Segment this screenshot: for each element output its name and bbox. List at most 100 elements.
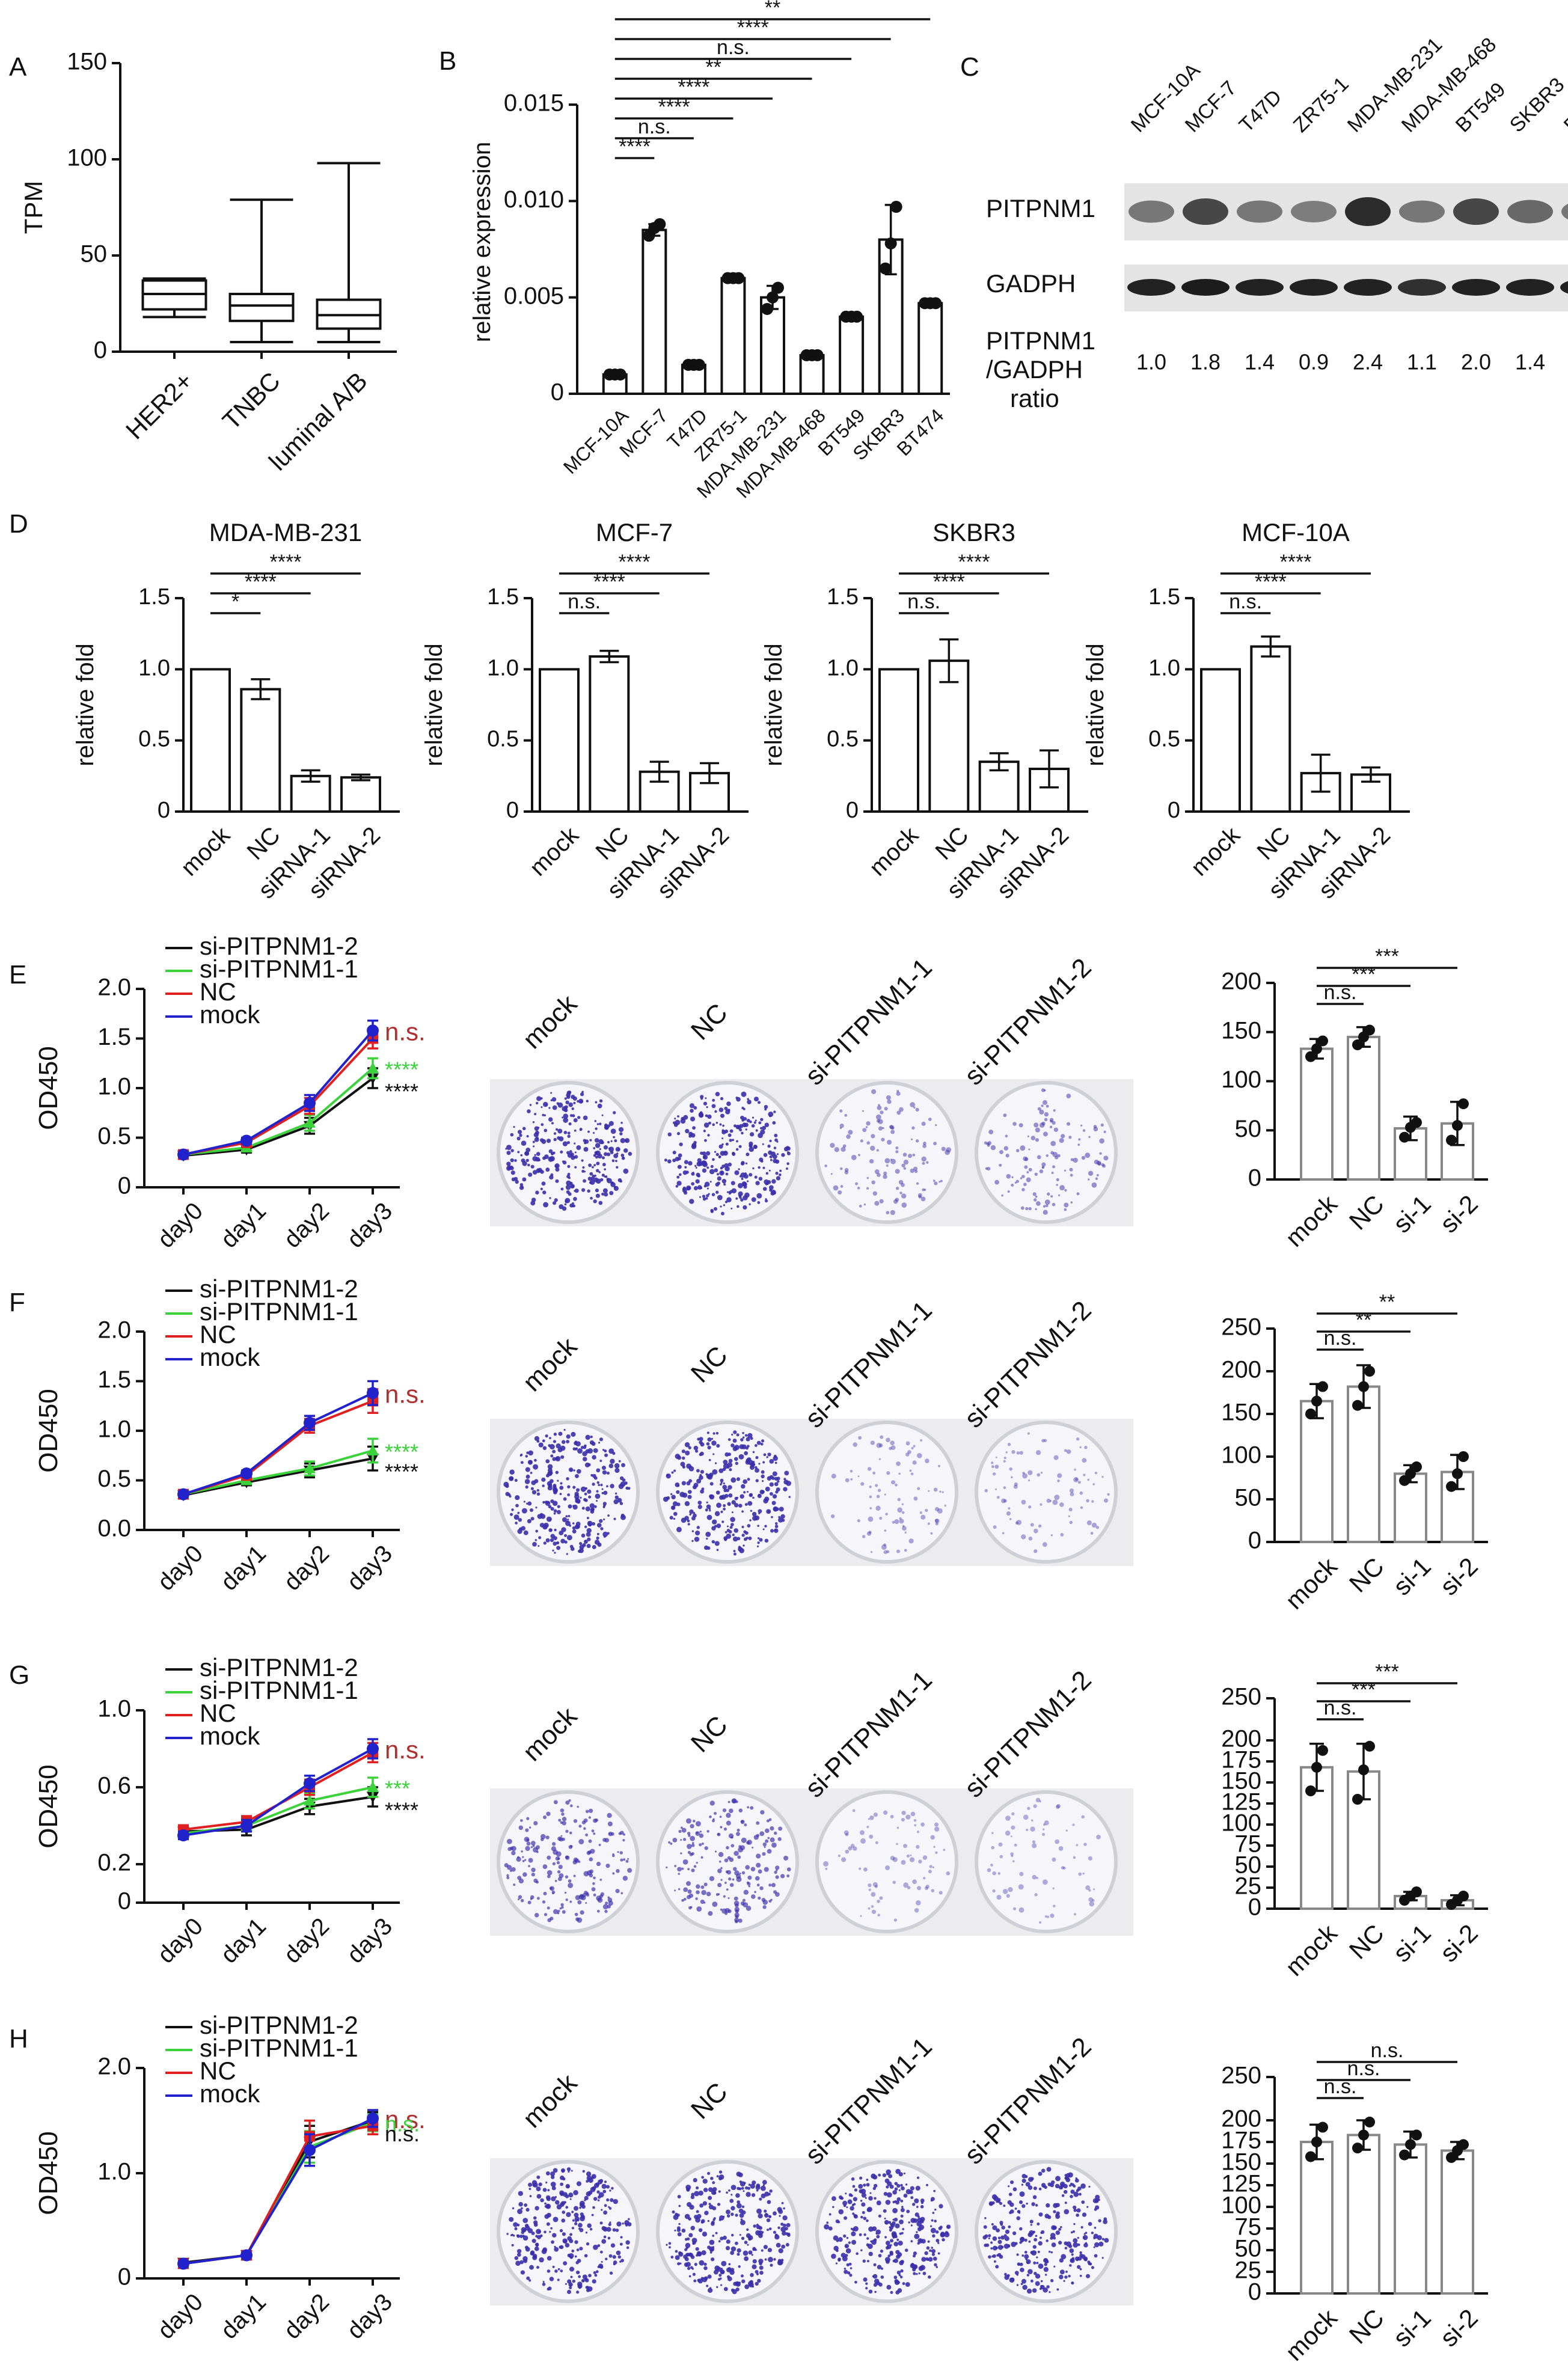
colony-dot	[616, 2221, 622, 2227]
colony-dot	[699, 1843, 702, 1847]
colony-dot	[678, 1153, 682, 1158]
colony-dot	[551, 1842, 556, 1846]
colony-dot	[896, 2183, 901, 2188]
colony-dot	[574, 2212, 579, 2218]
colony-dot	[605, 1864, 610, 1868]
colony-dot	[595, 2270, 599, 2274]
colony-dot	[530, 1846, 533, 1849]
colony-dot	[930, 1835, 936, 1840]
colony-dot	[991, 1461, 994, 1464]
colony-dot	[886, 2246, 889, 2250]
colony-dot	[727, 1485, 732, 1490]
colony-dot	[592, 2279, 596, 2284]
colony-dot	[752, 2259, 757, 2264]
colony-dot	[1021, 2204, 1026, 2208]
colony-dot	[534, 2246, 539, 2251]
colony-dot	[574, 1525, 580, 1529]
colony-dot	[769, 1115, 772, 1118]
colony-dot	[565, 1100, 569, 1104]
colony-dot	[761, 1490, 765, 1494]
colony-dot	[1033, 2186, 1037, 2191]
colony-dot	[1066, 2241, 1071, 2247]
colony-dot	[1015, 1521, 1019, 1525]
line-E-legend-label: si-PITPNM1-2	[200, 932, 358, 960]
colony-dot	[595, 1188, 599, 1193]
colony-dot	[901, 1511, 905, 1514]
colony-dot	[1052, 1887, 1055, 1889]
line-H-marker-circle	[367, 2112, 379, 2125]
colony-dot	[575, 2270, 580, 2275]
colony-dot	[699, 1831, 702, 1833]
colony-dot	[1032, 2195, 1037, 2200]
colony-dot	[877, 1488, 881, 1492]
colony-dot	[604, 1192, 608, 1197]
colony-dot	[1049, 1118, 1054, 1122]
colony-dot	[762, 1528, 765, 1531]
colony-dot	[672, 1158, 676, 1163]
colony-dot	[868, 2289, 873, 2294]
colony-dot	[580, 1446, 584, 1449]
colony-dot	[764, 1525, 767, 1528]
colony-dot	[532, 1170, 537, 1175]
colony-dot	[934, 1519, 939, 1523]
colony-dot	[723, 1482, 725, 1485]
colony-dot	[748, 1460, 754, 1466]
colony-dot	[752, 1463, 756, 1466]
colony-dot	[743, 2250, 749, 2256]
colony-dot	[860, 2200, 863, 2202]
colony-dot	[917, 1193, 922, 1198]
colony-dot	[529, 1508, 534, 1513]
colony-dot	[1070, 2195, 1073, 2198]
colony-dot	[579, 2206, 581, 2209]
colony-dot	[536, 1152, 541, 1156]
colony-dot	[684, 1166, 687, 1169]
colony-dot	[596, 1499, 598, 1502]
colony-dot	[729, 1468, 732, 1472]
colony-dot	[1019, 2191, 1025, 2197]
colony-dot	[587, 2286, 593, 2292]
colony-dot	[1061, 1134, 1065, 1139]
colony-dot	[581, 2204, 586, 2209]
colony-dot	[574, 2222, 578, 2226]
colony-dot	[739, 1548, 745, 1553]
colony-dot	[1052, 1499, 1058, 1505]
colony-dot	[708, 2187, 713, 2192]
colony-dot	[903, 1167, 907, 1170]
colony-dot	[761, 2193, 766, 2198]
colony-dot	[552, 1201, 557, 1205]
colony-dot	[675, 2212, 678, 2216]
panelB-data-point	[929, 297, 942, 310]
colony-dot	[1034, 1528, 1038, 1534]
colony-dot	[1052, 1202, 1056, 1207]
colony-dot	[764, 1179, 769, 1185]
colony-dot	[933, 2189, 936, 2192]
colony-dot	[1093, 1127, 1098, 1132]
colony-dot	[876, 2235, 880, 2239]
panelD-y-axis-tick-label: 1.5	[487, 584, 519, 610]
colony-dot	[677, 1115, 679, 1118]
colony-dot	[516, 1856, 521, 1862]
colony-dot	[668, 2242, 672, 2245]
colony-dot	[701, 1889, 706, 1895]
bars-F-data-point	[1358, 1381, 1369, 1392]
colony-dot	[727, 1162, 732, 1167]
colony-dot	[536, 1845, 540, 1850]
colony-dot	[599, 1894, 604, 1898]
panel-letter-B: B	[439, 46, 456, 76]
colony-dot	[735, 1915, 739, 1919]
colony-dot	[556, 1861, 560, 1865]
line-F-y-axis-tick-label: 0.0	[97, 1516, 131, 1542]
colony-dot	[720, 1867, 723, 1870]
colony-dot	[1027, 1806, 1031, 1810]
colony-dot	[741, 1444, 747, 1449]
colony-dot	[768, 1818, 772, 1822]
panelB-bar	[839, 315, 865, 395]
bars-F-category-label: si-2	[1435, 1552, 1483, 1601]
colony-dot	[773, 1831, 777, 1835]
colony-dot	[557, 1912, 560, 1915]
colony-dot	[741, 1510, 744, 1513]
colony-dot	[1088, 1856, 1092, 1861]
colony-well	[975, 1081, 1118, 1224]
colony-dot	[555, 1167, 560, 1172]
colony-dot	[556, 1541, 560, 1544]
